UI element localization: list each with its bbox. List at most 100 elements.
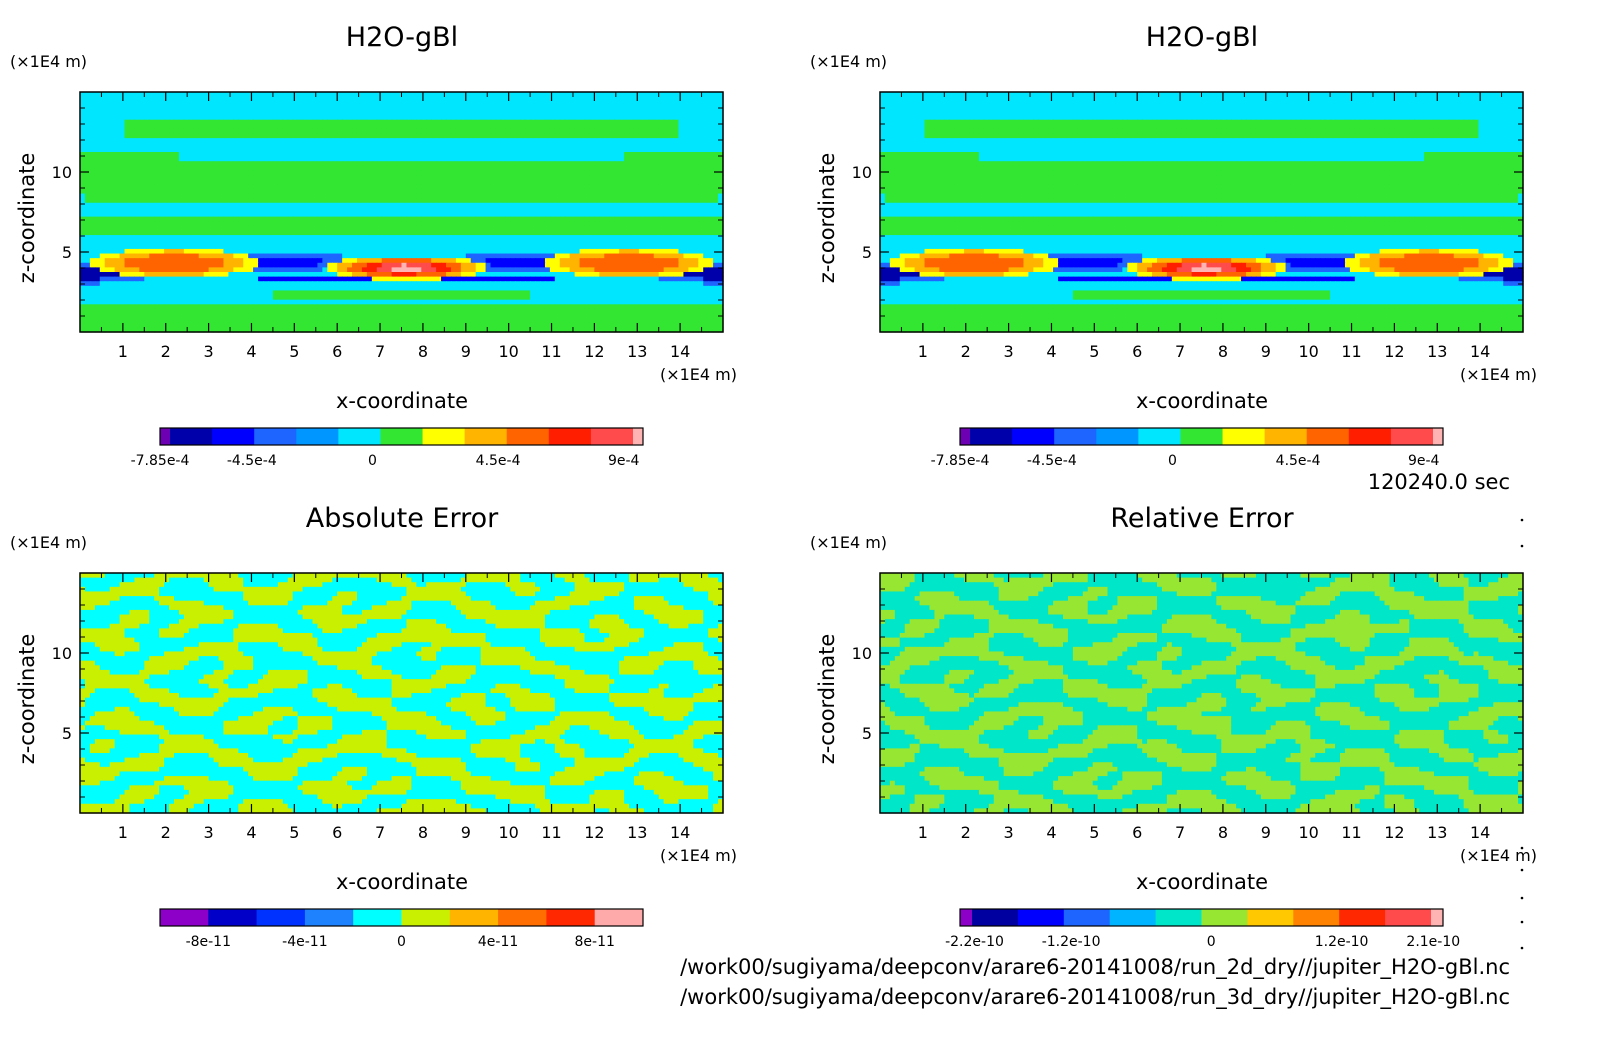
contour-cell (402, 249, 408, 254)
contour-cell (708, 249, 714, 254)
contour-cell (664, 157, 670, 162)
contour-cell (530, 166, 536, 171)
contour-cell (604, 170, 610, 175)
contour-cell (520, 240, 526, 245)
contour-cell (337, 263, 343, 268)
contour-cell (342, 92, 348, 97)
contour-cell (273, 207, 279, 212)
contour-cell (288, 198, 294, 203)
contour-cell (535, 170, 541, 175)
contour-cell (520, 184, 526, 189)
contour-cell (510, 194, 516, 199)
contour-cell (263, 138, 269, 143)
contour-cell (402, 97, 408, 102)
contour-cell (545, 120, 551, 125)
contour-cell (540, 244, 546, 249)
contour-cell (268, 267, 274, 272)
contour-cell (604, 143, 610, 148)
contour-cell (238, 226, 244, 231)
contour-cell (317, 97, 323, 102)
contour-cell (520, 129, 526, 134)
contour-cell (530, 92, 536, 97)
contour-cell (317, 263, 323, 268)
contour-cell (654, 235, 660, 240)
contour-cell (139, 226, 145, 231)
contour-cell (288, 110, 294, 115)
contour-cell (565, 230, 571, 235)
contour-cell (713, 244, 719, 249)
contour-cell (406, 254, 412, 259)
contour-cell (555, 249, 561, 254)
contour-cell (510, 170, 516, 175)
contour-cell (85, 110, 91, 115)
contour-cell (392, 92, 398, 97)
contour-cell (164, 198, 170, 203)
contour-cell (273, 240, 279, 245)
contour-cell (441, 120, 447, 125)
contour-cell (139, 106, 145, 111)
contour-cell (585, 198, 591, 203)
contour-cell (95, 184, 101, 189)
contour-cell (530, 134, 536, 139)
contour-cell (545, 203, 551, 208)
contour-cell (599, 254, 605, 259)
contour-cell (347, 157, 353, 162)
contour-cell (426, 207, 432, 212)
contour-cell (115, 235, 121, 240)
contour-cell (402, 221, 408, 226)
contour-cell (342, 134, 348, 139)
contour-cell (500, 230, 506, 235)
contour-cell (357, 207, 363, 212)
contour-cell (599, 143, 605, 148)
contour-cell (209, 249, 215, 254)
contour-cell (223, 120, 229, 125)
contour-cell (525, 184, 531, 189)
contour-cell (298, 161, 304, 166)
contour-cell (120, 212, 126, 217)
contour-cell (629, 97, 635, 102)
contour-cell (144, 170, 150, 175)
contour-cell (312, 230, 318, 235)
contour-cell (129, 166, 135, 171)
contour-cell (179, 203, 185, 208)
contour-cell (703, 226, 709, 231)
contour-cell (199, 254, 205, 259)
contour-cell (456, 203, 462, 208)
contour-cell (510, 143, 516, 148)
contour-cell (293, 161, 299, 166)
contour-cell (144, 198, 150, 203)
contour-cell (100, 184, 106, 189)
contour-cell (614, 152, 620, 157)
contour-cell (80, 184, 86, 189)
contour-cell (204, 152, 210, 157)
contour-cell (644, 143, 650, 148)
contour-cell (278, 249, 284, 254)
contour-cell (347, 189, 353, 194)
contour-cell (194, 212, 200, 217)
contour-cell (585, 147, 591, 152)
contour-cell (589, 235, 595, 240)
contour-cell (223, 249, 229, 254)
contour-cell (594, 166, 600, 171)
contour-cell (233, 221, 239, 226)
contour-cell (659, 134, 665, 139)
contour-cell (308, 152, 314, 157)
contour-cell (90, 258, 96, 263)
contour-cell (515, 249, 521, 254)
contour-cell (258, 212, 264, 217)
contour-cell (95, 166, 101, 171)
contour-cell (372, 175, 378, 180)
contour-cell (125, 175, 131, 180)
contour-cell (510, 184, 516, 189)
contour-cell (372, 147, 378, 152)
contour-cell (589, 184, 595, 189)
contour-cell (327, 138, 333, 143)
contour-cell (698, 101, 704, 106)
contour-cell (312, 120, 318, 125)
contour-cell (362, 235, 368, 240)
contour-cell (223, 244, 229, 249)
contour-cell (174, 152, 180, 157)
contour-cell (174, 120, 180, 125)
contour-cell (337, 152, 343, 157)
